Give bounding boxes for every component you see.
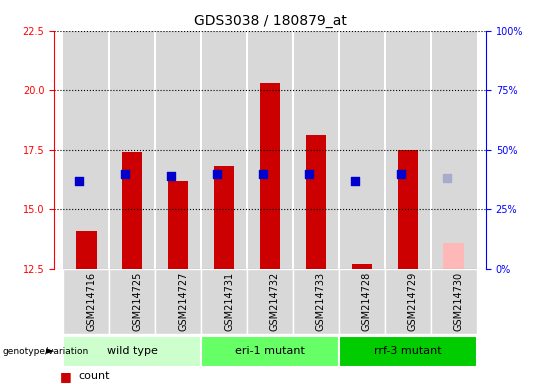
Bar — [339, 269, 385, 334]
Text: rrf-3 mutant: rrf-3 mutant — [374, 346, 442, 356]
Bar — [155, 269, 201, 334]
Text: GSM214728: GSM214728 — [362, 272, 372, 331]
Bar — [352, 264, 372, 269]
Text: ■: ■ — [59, 370, 71, 383]
Text: GSM214716: GSM214716 — [86, 272, 96, 331]
Bar — [63, 336, 201, 367]
Text: GSM214727: GSM214727 — [178, 272, 188, 331]
Text: GSM214732: GSM214732 — [270, 272, 280, 331]
Text: wild type: wild type — [107, 346, 158, 356]
Bar — [76, 231, 97, 269]
Bar — [63, 269, 109, 334]
Text: eri-1 mutant: eri-1 mutant — [235, 346, 305, 356]
Bar — [214, 166, 234, 269]
Bar — [63, 31, 109, 269]
Point — [75, 178, 84, 184]
Point — [305, 170, 313, 177]
Bar — [431, 31, 477, 269]
Point — [259, 170, 267, 177]
Bar — [201, 31, 247, 269]
Bar — [339, 31, 385, 269]
Bar — [431, 269, 477, 334]
Bar — [201, 269, 247, 334]
Text: ►: ► — [46, 346, 55, 356]
Bar — [385, 31, 431, 269]
Bar — [247, 31, 293, 269]
Text: genotype/variation: genotype/variation — [3, 347, 89, 356]
Bar — [155, 31, 201, 269]
Text: GSM214725: GSM214725 — [132, 272, 142, 331]
Point — [121, 170, 130, 177]
Bar — [443, 243, 464, 269]
Point — [397, 170, 406, 177]
Text: count: count — [78, 371, 110, 381]
Text: GSM214730: GSM214730 — [454, 272, 464, 331]
Point — [213, 170, 221, 177]
Bar — [168, 181, 188, 269]
Bar — [385, 269, 431, 334]
Bar — [293, 31, 339, 269]
Text: GSM214729: GSM214729 — [408, 272, 418, 331]
Point — [167, 173, 176, 179]
Bar — [306, 136, 326, 269]
Bar — [201, 336, 339, 367]
Bar — [339, 336, 477, 367]
Bar — [109, 31, 155, 269]
Text: GSM214731: GSM214731 — [224, 272, 234, 331]
Bar — [122, 152, 143, 269]
Bar — [260, 83, 280, 269]
Point — [443, 175, 451, 181]
Bar — [247, 269, 293, 334]
Bar — [109, 269, 155, 334]
Text: GSM214733: GSM214733 — [316, 272, 326, 331]
Bar — [397, 150, 418, 269]
Title: GDS3038 / 180879_at: GDS3038 / 180879_at — [193, 14, 347, 28]
Point — [350, 178, 359, 184]
Bar — [293, 269, 339, 334]
